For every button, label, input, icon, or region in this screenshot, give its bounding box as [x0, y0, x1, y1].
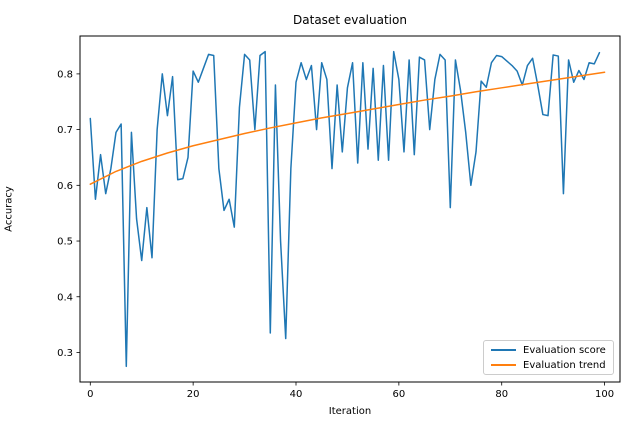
y-tick-label: 0.7: [57, 125, 73, 136]
legend-line-swatch-score: [491, 349, 516, 351]
legend: Evaluation score Evaluation trend: [483, 340, 614, 375]
x-tick-label: 100: [595, 389, 614, 400]
x-axis-ticks: 0 20 40 60 80 100: [87, 382, 614, 400]
y-tick-label: 0.5: [57, 237, 73, 248]
x-tick-label: 80: [495, 389, 508, 400]
legend-line-swatch-trend: [491, 364, 516, 366]
y-axis-label: Accuracy: [3, 186, 15, 232]
x-tick-label: 20: [187, 389, 200, 400]
legend-label-score: Evaluation score: [523, 344, 606, 356]
y-tick-label: 0.3: [57, 348, 73, 359]
y-axis-ticks: 0.3 0.4 0.5 0.6 0.7 0.8: [57, 69, 80, 359]
series-line-evaluation-trend: [89, 71, 606, 185]
chart-title: Dataset evaluation: [293, 13, 407, 27]
x-tick-label: 40: [290, 389, 303, 400]
legend-item-evaluation-score: Evaluation score: [484, 343, 613, 357]
x-tick-label: 0: [87, 389, 93, 400]
legend-label-trend: Evaluation trend: [523, 359, 606, 371]
series-line-evaluation-score: [89, 50, 601, 368]
y-tick-label: 0.6: [57, 181, 73, 192]
y-tick-label: 0.8: [57, 69, 73, 80]
x-tick-label: 60: [392, 389, 405, 400]
axes-spines: [79, 35, 621, 383]
x-axis-label: Iteration: [328, 406, 372, 417]
y-tick-label: 0.4: [57, 292, 73, 303]
legend-item-evaluation-trend: Evaluation trend: [484, 358, 613, 372]
